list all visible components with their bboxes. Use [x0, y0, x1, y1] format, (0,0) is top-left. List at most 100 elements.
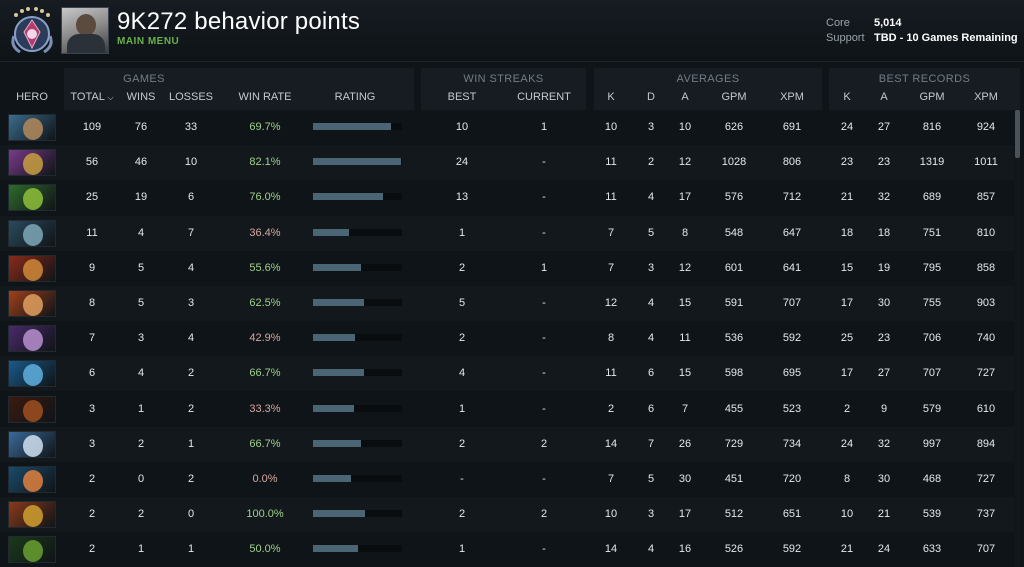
column-header-avg-xpm[interactable]: XPM [780, 91, 804, 103]
avg-xpm-cell: 592 [782, 543, 802, 556]
rating-bar-fill [313, 299, 364, 306]
table-row[interactable]: 3 1 2 33.3% 1 - 2 6 7 455 523 2 9 579 610 [0, 392, 1014, 427]
column-header-best-gpm[interactable]: GPM [919, 91, 945, 103]
table-row[interactable]: 6 4 2 66.7% 4 - 11 6 15 598 695 17 27 707 727 [0, 356, 1014, 391]
best-xpm-cell: 857 [976, 191, 996, 204]
hero-portrait-icon[interactable] [8, 395, 56, 423]
hero-portrait-icon[interactable] [8, 501, 56, 529]
losses-cell: 6 [187, 191, 195, 204]
best-assists-cell: 30 [877, 473, 891, 485]
table-row[interactable]: 109 76 33 69.7% 10 1 10 3 10 626 691 24 27 816 924 [0, 110, 1014, 145]
total-games-cell: 9 [88, 261, 96, 274]
best-kills-cell: 23 [840, 156, 854, 169]
table-row[interactable]: 8 5 3 62.5% 5 - 12 4 15 591 707 17 30 755 903 [0, 286, 1014, 321]
best-streak-cell: 10 [455, 121, 469, 133]
column-header-win-rate[interactable]: WIN RATE [238, 91, 292, 103]
role-value: TBD - 10 Games Remaining [874, 32, 1018, 44]
column-header-total-label: TOTAL [70, 91, 105, 103]
best-assists-cell: 24 [877, 543, 891, 556]
best-xpm-cell: 727 [976, 473, 996, 485]
hero-portrait-icon[interactable] [8, 219, 56, 247]
main-menu-link[interactable]: MAIN MENU [117, 36, 180, 47]
table-row[interactable]: 2 1 1 50.0% 1-14 4 16 526 592 21 24 633 707 [0, 532, 1014, 567]
hero-portrait-icon[interactable] [8, 254, 56, 282]
table-row[interactable]: 11 4 7 36.4% 1 - 7 5 8 548 647 18 18 751 810 [0, 216, 1014, 251]
table-row[interactable]: 25 19 6 76.0% 13 - 11 4 17 576 712 21 32 689 857 [0, 180, 1014, 215]
losses-cell: 33 [184, 121, 198, 133]
table-row[interactable]: 2 2 0 100.0% 2 2 10 3 17 512 651 10 21 539 737 [0, 497, 1014, 532]
column-header-avg-assists[interactable]: A [681, 91, 689, 103]
avg-kills-cell: 10 [604, 121, 618, 133]
player-avatar[interactable] [61, 7, 109, 54]
avg-assists-cell: 17 [678, 191, 692, 204]
avg-xpm-cell: 695 [782, 367, 802, 380]
hero-portrait-icon[interactable] [8, 114, 56, 141]
rating-bar-fill [313, 334, 355, 342]
table-row[interactable]: 56 46 10 82.1% 24 - 11 2 12 1028 806 23 23 1319 1011 [0, 145, 1014, 180]
column-header-best-xpm[interactable]: XPM [974, 91, 998, 103]
best-streak-cell: 1 [458, 543, 466, 556]
column-header-current-streak[interactable]: CURRENT [517, 91, 571, 103]
table-row[interactable]: 7 3 4 42.9% 2 - 8 4 11 536 592 25 23 706 740 [0, 321, 1014, 356]
avatar-body [67, 34, 105, 53]
best-kills-cell: 24 [840, 437, 854, 450]
column-header-total[interactable]: TOTAL ⌵ [66, 91, 118, 103]
column-header-wins[interactable]: WINS [126, 91, 156, 103]
current-streak-cell: - [542, 402, 546, 415]
hero-portrait-icon[interactable] [8, 430, 56, 458]
hero-portrait-shape [23, 258, 43, 281]
best-kills-cell: 2 [843, 402, 851, 415]
column-header-rating[interactable]: RATING [334, 91, 376, 103]
hero-portrait-icon[interactable] [8, 325, 56, 353]
rating-bar [313, 158, 402, 166]
hero-portrait-shape [23, 329, 43, 352]
table-row[interactable]: 3 2 1 66.7% 2 2 14 7 26 729 734 24 32 997 894 [0, 427, 1014, 462]
column-header-losses[interactable]: LOSSES [168, 91, 214, 103]
win-rate-cell: 62.5% [249, 297, 281, 309]
hero-portrait-icon[interactable] [8, 149, 56, 177]
hero-portrait-icon[interactable] [8, 290, 56, 317]
best-kills-cell: 15 [840, 261, 854, 274]
column-header-avg-gpm[interactable]: GPM [721, 91, 747, 103]
hero-portrait-icon[interactable] [8, 536, 56, 564]
rating-bar [313, 228, 402, 236]
rating-bar [313, 439, 402, 447]
losses-cell: 10 [184, 156, 198, 169]
column-header-hero: HERO [16, 91, 48, 103]
table-row[interactable]: 2 0 2 0.0% - - 7 5 30 451 720 8 30 468 727 [0, 462, 1014, 497]
rating-bar-fill [313, 193, 384, 201]
avg-gpm-cell: 512 [724, 508, 744, 521]
current-streak-cell: - [542, 473, 546, 485]
avg-gpm-cell: 526 [724, 543, 744, 556]
table-scrollbar[interactable] [1015, 110, 1020, 567]
column-header-avg-deaths[interactable]: D [647, 91, 655, 103]
current-streak-cell: - [542, 191, 546, 204]
scrollbar-thumb[interactable] [1015, 110, 1020, 158]
best-assists-cell: 23 [877, 156, 891, 169]
best-xpm-cell: 707 [976, 543, 996, 556]
current-streak-cell: - [542, 156, 546, 169]
column-header-best-kills[interactable]: K [843, 91, 851, 103]
best-streak-cell: 1 [458, 226, 466, 239]
avg-assists-cell: 12 [678, 261, 692, 274]
losses-cell: 4 [187, 261, 195, 274]
current-streak-cell: 1 [540, 121, 548, 133]
column-header-best-assists[interactable]: A [880, 91, 888, 103]
avg-xpm-cell: 691 [782, 121, 802, 133]
avg-deaths-cell: 6 [647, 402, 655, 415]
win-rate-cell: 66.7% [249, 437, 281, 450]
column-header-best-streak[interactable]: BEST [447, 91, 477, 103]
rating-bar [313, 334, 402, 342]
avg-gpm-cell: 1028 [721, 156, 747, 169]
column-header-avg-kills[interactable]: K [607, 91, 615, 103]
avg-kills-cell: 8 [607, 332, 615, 345]
rating-bar-fill [313, 510, 365, 518]
hero-portrait-icon[interactable] [8, 184, 56, 212]
avg-deaths-cell: 4 [647, 332, 655, 345]
avg-kills-cell: 14 [604, 543, 618, 556]
best-gpm-cell: 468 [922, 473, 942, 485]
hero-portrait-icon[interactable] [8, 360, 56, 388]
hero-portrait-icon[interactable] [8, 466, 56, 493]
table-row[interactable]: 9 5 4 55.6% 2 1 7 3 12 601 641 15 19 795 858 [0, 251, 1014, 286]
total-games-cell: 25 [85, 191, 99, 204]
